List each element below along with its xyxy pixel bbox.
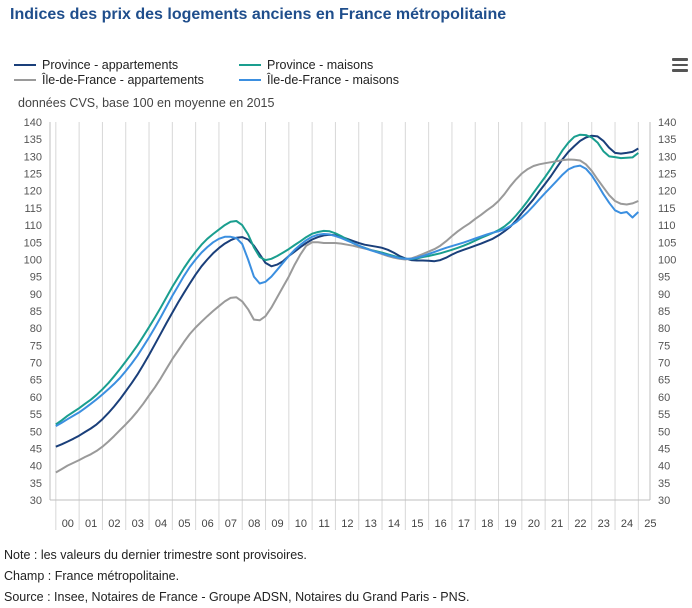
x-tick-label: 13 xyxy=(365,518,377,530)
y-tick-label-right: 40 xyxy=(658,461,670,473)
y-tick-label-left: 30 xyxy=(30,495,42,507)
y-tick-label-right: 90 xyxy=(658,289,670,301)
y-tick-label-right: 125 xyxy=(658,169,676,181)
legend-swatch-icon xyxy=(239,63,261,67)
y-tick-label-left: 110 xyxy=(24,220,42,232)
y-tick-label-left: 60 xyxy=(30,392,42,404)
x-tick-label: 24 xyxy=(621,518,633,530)
y-tick-label-left: 65 xyxy=(30,375,42,387)
y-tick-label-right: 135 xyxy=(658,134,676,146)
legend-item-province-maisons[interactable]: Province - maisons xyxy=(239,58,373,72)
x-tick-label: 22 xyxy=(574,518,586,530)
legend-swatch-icon xyxy=(14,78,36,82)
x-tick-label: 19 xyxy=(504,518,516,530)
y-tick-label-left: 120 xyxy=(24,186,42,198)
y-tick-label-left: 125 xyxy=(24,169,42,181)
y-tick-label-right: 65 xyxy=(658,375,670,387)
y-tick-label-left: 140 xyxy=(24,117,42,129)
x-tick-label: 05 xyxy=(178,518,190,530)
y-tick-label-left: 105 xyxy=(24,237,42,249)
y-tick-label-left: 40 xyxy=(30,461,42,473)
y-tick-label-left: 75 xyxy=(30,340,42,352)
note-text: Note : les valeurs du dernier trimestre … xyxy=(4,548,307,562)
series-line xyxy=(55,133,639,426)
x-tick-label: 02 xyxy=(108,518,120,530)
x-tick-label: 10 xyxy=(295,518,307,530)
y-tick-label-right: 120 xyxy=(658,186,676,198)
chart-notes: Note : les valeurs du dernier trimestre … xyxy=(4,545,469,608)
x-tick-label: 06 xyxy=(202,518,214,530)
hamburger-menu-icon[interactable] xyxy=(672,58,688,72)
legend-label: Province - maisons xyxy=(267,58,374,72)
y-tick-label-right: 35 xyxy=(658,478,670,490)
x-tick-label: 23 xyxy=(598,518,610,530)
series-line xyxy=(55,158,639,474)
x-tick-label: 16 xyxy=(435,518,447,530)
x-tick-label: 18 xyxy=(481,518,493,530)
y-tick-label-right: 55 xyxy=(658,409,670,421)
x-tick-label: 17 xyxy=(458,518,470,530)
y-tick-label-right: 95 xyxy=(658,272,670,284)
y-tick-label-left: 100 xyxy=(24,254,42,266)
legend-label: Province - appartements xyxy=(42,58,179,72)
x-tick-label: 21 xyxy=(551,518,563,530)
y-tick-label-right: 50 xyxy=(658,426,670,438)
y-tick-label-right: 60 xyxy=(658,392,670,404)
y-tick-label-right: 80 xyxy=(658,323,670,335)
x-tick-label: 25 xyxy=(644,518,656,530)
x-tick-label: 08 xyxy=(248,518,260,530)
y-tick-label-right: 115 xyxy=(658,203,676,215)
champ-text: Champ : France métropolitaine. xyxy=(4,569,180,583)
y-tick-label-left: 45 xyxy=(30,443,42,455)
y-tick-label-right: 100 xyxy=(658,254,676,266)
legend-label: Île-de-France - appartements xyxy=(42,73,204,87)
x-tick-label: 11 xyxy=(318,518,329,530)
x-tick-label: 14 xyxy=(388,518,400,530)
y-tick-label-right: 45 xyxy=(658,443,670,455)
legend-item-province-appartements[interactable]: Province - appartements xyxy=(14,58,178,72)
y-tick-label-right: 85 xyxy=(658,306,670,318)
x-tick-label: 20 xyxy=(528,518,540,530)
legend-swatch-icon xyxy=(14,63,36,67)
x-tick-label: 15 xyxy=(411,518,423,530)
x-tick-label: 03 xyxy=(132,518,144,530)
y-tick-label-left: 70 xyxy=(30,358,42,370)
y-tick-label-right: 140 xyxy=(658,117,676,129)
y-tick-label-left: 90 xyxy=(30,289,42,301)
x-tick-label: 12 xyxy=(341,518,353,530)
series-line xyxy=(55,134,639,448)
y-tick-label-left: 85 xyxy=(30,306,42,318)
y-tick-label-left: 115 xyxy=(24,203,42,215)
y-tick-label-left: 50 xyxy=(30,426,42,438)
y-tick-label-left: 35 xyxy=(30,478,42,490)
line-chart: 30 30 35 35 40 40 45 45 50 50 55 55 60 60 65 65 70 70 75 75… xyxy=(24,117,676,530)
legend-label: Île-de-France - maisons xyxy=(267,73,399,87)
chart-subtitle: données CVS, base 100 en moyenne en 2015 xyxy=(18,96,275,110)
y-tick-label-right: 30 xyxy=(658,495,670,507)
y-tick-label-right: 110 xyxy=(658,220,676,232)
y-tick-label-right: 130 xyxy=(658,151,676,163)
y-tick-label-right: 105 xyxy=(658,237,676,249)
x-tick-label: 04 xyxy=(155,518,167,530)
legend-item-idf-appartements[interactable]: Île-de-France - appartements xyxy=(14,73,204,87)
series-line xyxy=(55,164,639,427)
y-tick-label-left: 135 xyxy=(24,134,42,146)
y-tick-label-left: 95 xyxy=(30,272,42,284)
x-tick-label: 07 xyxy=(225,518,237,530)
x-tick-label: 09 xyxy=(271,518,283,530)
legend-swatch-icon xyxy=(239,78,261,82)
x-tick-label: 00 xyxy=(62,518,74,530)
chart-title: Indices des prix des logements anciens e… xyxy=(10,6,507,23)
source-text: Source : Insee, Notaires de France - Gro… xyxy=(4,590,470,604)
x-tick-label: 01 xyxy=(85,518,97,530)
y-tick-label-right: 75 xyxy=(658,340,670,352)
y-tick-label-left: 80 xyxy=(30,323,42,335)
legend-item-idf-maisons[interactable]: Île-de-France - maisons xyxy=(239,73,399,87)
y-tick-label-right: 70 xyxy=(658,358,670,370)
y-tick-label-left: 55 xyxy=(30,409,42,421)
y-tick-label-left: 130 xyxy=(24,151,42,163)
